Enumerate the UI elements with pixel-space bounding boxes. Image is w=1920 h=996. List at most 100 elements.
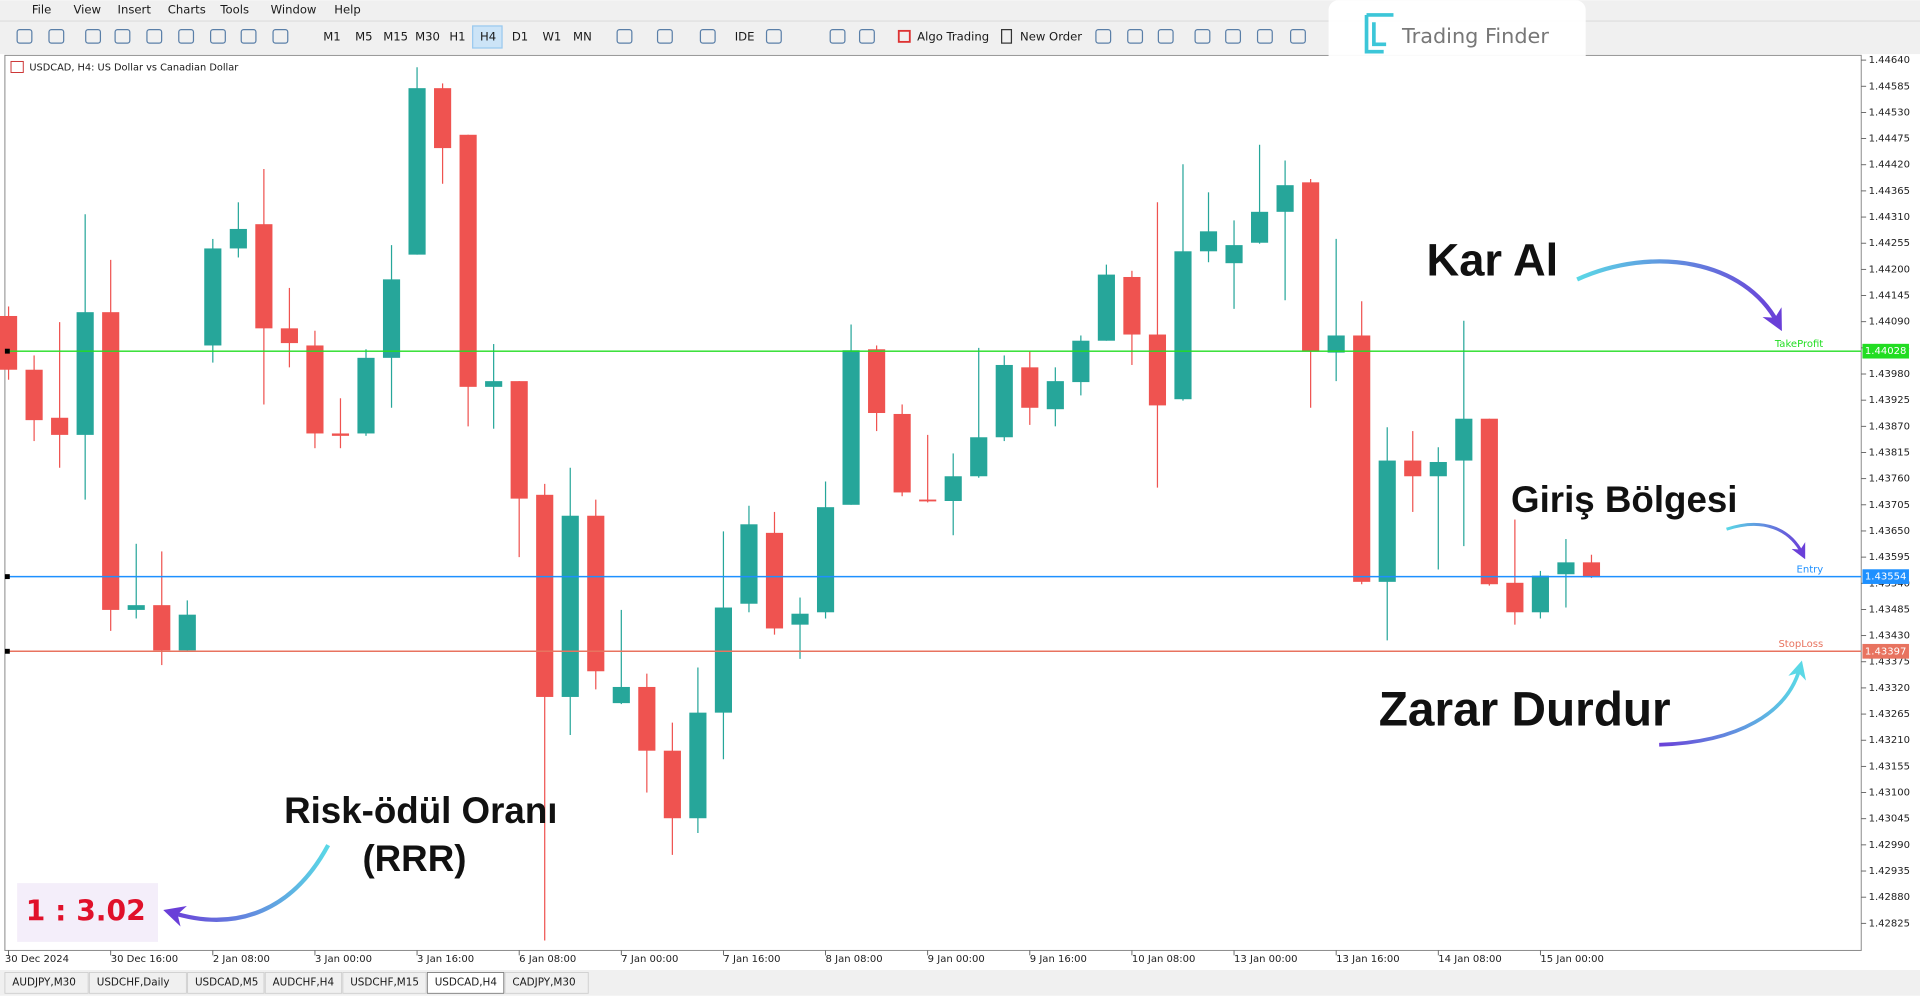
timeframe-button[interactable]: H1 [449,29,465,43]
menu-item[interactable]: File [32,3,51,17]
level-price: 1.43554 [1865,572,1906,583]
tab[interactable] [426,972,505,994]
toolbar-icon[interactable] [616,29,633,44]
stop-loss-annotation: Zarar Durdur [1379,684,1671,737]
chart-title: USDCAD, H4: US Dollar vs Canadian Dollar [29,63,239,74]
toolbar-icon[interactable] [240,29,257,44]
new-order-button[interactable]: New Order [1020,29,1082,43]
tab-label[interactable]: USDCHF,M15 [350,976,419,988]
menu-item[interactable]: Tools [219,3,249,17]
toolbar-icon[interactable] [1095,29,1112,44]
tab-label[interactable]: USDCAD,H4 [435,976,498,988]
tab[interactable] [88,972,187,994]
timeframe-button[interactable]: M1 [323,29,340,43]
level-price: 1.44028 [1865,346,1906,357]
x-tick-label: 13 Jan 00:00 [1234,954,1298,965]
menu-item[interactable]: View [73,3,101,17]
toolbar-icon[interactable] [829,29,846,44]
candle-body [919,499,937,502]
candle-body [612,686,630,704]
menu-item[interactable]: Insert [118,3,152,17]
timeframe-button[interactable]: W1 [542,29,561,43]
candle-body [893,413,911,493]
candle-body [1123,276,1141,335]
timeframe-button[interactable]: M15 [383,29,408,43]
logo-icon [1364,13,1394,54]
candle-body [663,750,681,819]
candle-body [1557,562,1575,575]
tab-label[interactable]: AUDCHF,H4 [273,976,335,988]
candle-body [816,507,835,613]
tab-label[interactable]: AUDJPY,M30 [12,976,76,988]
toolbar-icon[interactable] [178,29,195,44]
toolbar-icon[interactable] [656,29,673,44]
menu-item[interactable]: Charts [168,3,206,17]
toolbar-icon[interactable] [210,29,226,44]
x-tick-label: 2 Jan 08:00 [213,954,270,965]
x-tick-label: 14 Jan 08:00 [1438,954,1502,965]
timeframe-button[interactable]: D1 [512,29,528,43]
timeframe-button[interactable]: MN [573,29,592,43]
menu-item[interactable]: Help [334,3,361,17]
toolbar-icon[interactable] [16,29,33,44]
timeframe-button[interactable]: H4 [480,29,496,43]
tab[interactable] [264,972,343,994]
tab[interactable] [342,972,427,994]
candle-body [714,607,732,713]
ide-button[interactable]: IDE [735,29,755,43]
candle-body [1506,582,1524,613]
tab[interactable] [187,972,265,994]
candle-body [1021,367,1039,408]
y-tick-label: 1.43375 [1869,657,1910,668]
toolbar-icon[interactable] [1127,29,1144,44]
toolbar-icon[interactable] [272,29,289,44]
tab-label[interactable]: USDCHF,Daily [97,976,170,988]
level-name: Entry [1797,564,1824,575]
candle-body [255,224,273,329]
candle-body [638,686,656,751]
toolbar-icon[interactable] [858,29,875,44]
candle-body [1378,460,1396,582]
candle-body [1046,381,1064,410]
candle-body [382,279,401,358]
menu-item[interactable]: Window [271,3,317,17]
x-tick-label: 7 Jan 00:00 [621,954,678,965]
rrr-box [17,883,158,942]
candle-body [1404,460,1422,477]
toolbar-icon[interactable] [1157,29,1174,44]
candle-body [434,88,452,149]
tab[interactable] [504,972,589,994]
candle-body [1455,418,1473,461]
toolbar-icon[interactable] [1225,29,1242,44]
toolbar-icon[interactable] [1194,29,1211,44]
tab[interactable] [4,972,89,994]
toolbar-icon[interactable] [85,29,102,44]
entry-annotation: Giriş Bölgesi [1511,479,1738,520]
timeframe-button[interactable]: M5 [355,29,372,43]
candle-body [51,417,69,435]
toolbar-icon[interactable] [1256,29,1273,44]
x-tick-label: 6 Jan 08:00 [519,954,576,965]
toolbar-icon[interactable] [48,29,65,44]
candle-body [127,605,145,610]
tab-label[interactable]: CADJPY,M30 [512,976,575,988]
toolbar-icon[interactable] [146,29,163,44]
toolbar-icon[interactable] [765,29,782,44]
y-tick-label: 1.44640 [1869,55,1910,66]
candle-body [561,515,579,697]
candle-body [1276,185,1294,212]
toolbar-icon[interactable] [114,29,131,44]
y-tick-label: 1.43430 [1869,631,1910,642]
candle-body [204,248,222,346]
algo-trading-button[interactable]: Algo Trading [917,29,989,43]
tab-label[interactable]: USDCAD,M5 [195,976,258,988]
logo-text: Trading Finder [1401,24,1549,48]
candle-body [408,88,426,255]
y-tick-label: 1.42825 [1869,918,1910,929]
toolbar-icon[interactable] [699,29,716,44]
content: File View Insert Charts Tools Window Help M1 M5 M… [0,3,1910,994]
timeframe-button[interactable]: M30 [415,29,440,43]
toolbar-icon[interactable] [1290,29,1306,44]
y-tick-label: 1.43980 [1869,369,1910,380]
